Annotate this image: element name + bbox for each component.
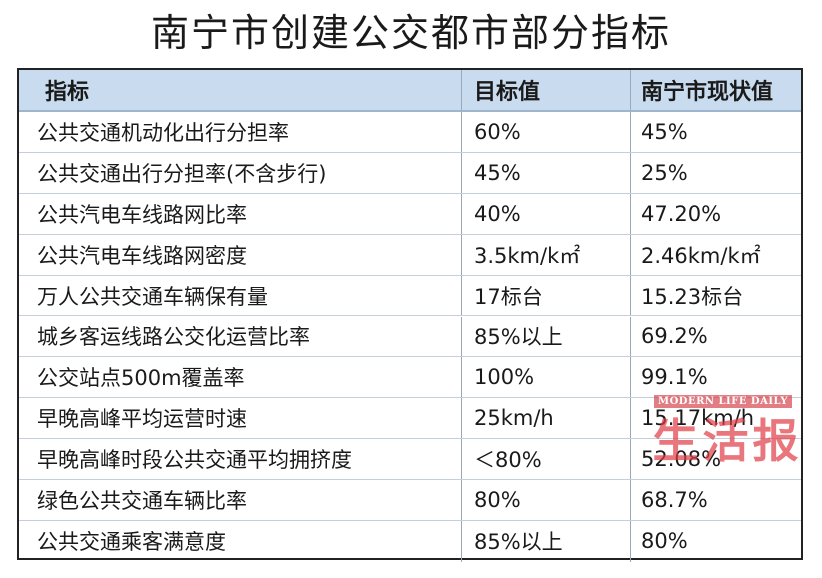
target-value-cell: 80% (474, 488, 521, 513)
indicator-cell: 公共交通机动化出行分担率 (37, 120, 289, 145)
table-row: 公共汽电车线路网密度 3.5km/k㎡ 2.46km/k㎡ (19, 234, 801, 276)
current-value-cell: 80% (641, 529, 688, 554)
table-row: 公共交通出行分担率(不含步行) 45% 25% (19, 152, 801, 194)
target-value-cell: 40% (474, 201, 521, 226)
current-value-cell: 52.08% (641, 447, 722, 472)
target-value-cell: 25km/h (474, 406, 554, 431)
target-value-cell: 85%以上 (474, 530, 563, 555)
header-indicator: 指标 (45, 80, 90, 105)
indicator-cell: 城乡客运线路公交化运营比率 (37, 325, 310, 350)
indicator-cell: 公共汽电车线路网比率 (37, 202, 247, 227)
target-value-cell: 45% (474, 160, 521, 185)
current-value-cell: 99.1% (641, 365, 708, 390)
indicator-cell: 早晚高峰平均运营时速 (37, 407, 247, 432)
indicator-cell: 万人公共交通车辆保有量 (37, 284, 268, 309)
target-value-cell: 3.5km/k㎡ (474, 243, 581, 268)
current-value-cell: 15.17km/h (641, 406, 755, 431)
table-row: 万人公共交通车辆保有量 17标台 15.23标台 (19, 275, 801, 317)
table-row: 公交站点500m覆盖率 100% 99.1% (19, 357, 801, 399)
current-value-cell: 15.23标台 (641, 284, 744, 309)
header-target-value: 目标值 (474, 80, 541, 105)
table-row: 早晚高峰时段公共交通平均拥挤度 ＜80% 52.08% (19, 439, 801, 481)
table-row: 公共交通机动化出行分担率 60% 45% (19, 112, 801, 153)
current-value-cell: 68.7% (641, 488, 708, 513)
target-value-cell: 100% (474, 365, 535, 390)
indicator-cell: 公共交通出行分担率(不含步行) (37, 161, 327, 186)
current-value-cell: 2.46km/k㎡ (641, 243, 761, 268)
indicator-cell: 公共汽电车线路网密度 (37, 243, 247, 268)
indicator-cell: 公共交通乘客满意度 (37, 530, 226, 555)
table-row: 公共交通乘客满意度 85%以上 80% (19, 521, 801, 562)
target-value-cell: 60% (474, 119, 521, 144)
current-value-cell: 69.2% (641, 324, 708, 349)
current-value-cell: 45% (641, 119, 688, 144)
indicator-cell: 公交站点500m覆盖率 (37, 366, 245, 391)
indicator-table: 指标 目标值 南宁市现状值 公共交通机动化出行分担率 60% 45% 公共交通出行分担… (17, 68, 803, 562)
table-row: 绿色公共交通车辆比率 80% 68.7% (19, 480, 801, 521)
current-value-cell: 25% (641, 160, 688, 185)
table-row: 城乡客运线路公交化运营比率 85%以上 69.2% (19, 316, 801, 358)
table-row: 公共汽电车线路网比率 40% 47.20% (19, 193, 801, 235)
current-value-cell: 47.20% (641, 201, 722, 226)
target-value-cell: 85%以上 (474, 325, 563, 350)
target-value-cell: 17标台 (474, 284, 543, 309)
table-row: 早晚高峰平均运营时速 25km/h 15.17km/h (19, 398, 801, 440)
target-value-cell: ＜80% (474, 448, 542, 473)
table-header-row: 指标 目标值 南宁市现状值 (19, 70, 801, 112)
page-title: 南宁市创建公交都市部分指标 (150, 11, 671, 55)
indicator-cell: 绿色公共交通车辆比率 (37, 489, 247, 514)
header-current-value: 南宁市现状值 (641, 80, 774, 105)
indicator-cell: 早晚高峰时段公共交通平均拥挤度 (37, 448, 352, 473)
